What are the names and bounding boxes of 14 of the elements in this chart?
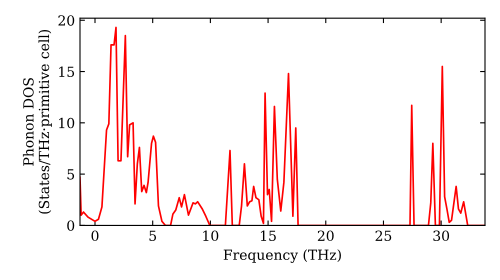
y-tick-label: 20 xyxy=(58,15,74,26)
x-tick-label: 15 xyxy=(260,230,276,242)
x-tick-label: 0 xyxy=(91,230,98,242)
y-tick-label: 15 xyxy=(59,66,74,78)
x-tick-label: 25 xyxy=(376,230,392,242)
y-tick-label: 10 xyxy=(59,118,74,128)
x-tick-label: 30 xyxy=(433,230,450,242)
y-axis-title: Phonon DOS (States/THz·primitive cell) xyxy=(22,30,52,214)
x-tick-label: 20 xyxy=(318,230,334,242)
x-tick-label: 5 xyxy=(149,230,156,242)
y-tick-label: 5 xyxy=(67,169,74,180)
x-tick-label: 10 xyxy=(203,230,218,242)
y-tick-label: 0 xyxy=(67,220,74,231)
x-axis-title: Frequency (THz) xyxy=(224,249,341,263)
